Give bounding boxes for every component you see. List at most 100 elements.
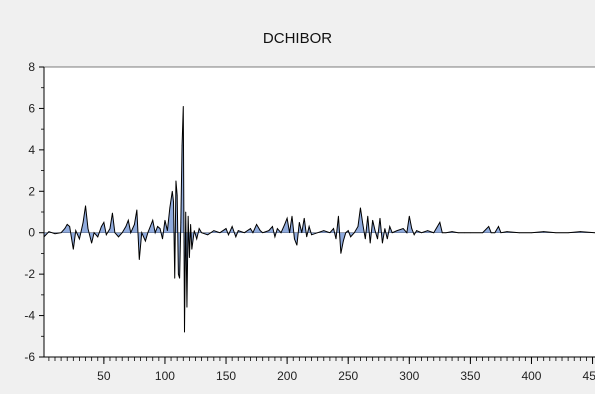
- data-point: [134, 224, 135, 225]
- x-tick-label: 150: [216, 369, 236, 383]
- data-point: [141, 232, 143, 234]
- y-tick-label: 4: [28, 143, 35, 157]
- data-point: [379, 217, 381, 219]
- data-point: [152, 219, 154, 221]
- data-point: [162, 238, 163, 240]
- data-point: [166, 230, 168, 232]
- data-point: [130, 232, 132, 234]
- data-point: [340, 253, 342, 254]
- data-point: [85, 205, 86, 207]
- data-point: [193, 230, 195, 232]
- data-point: [579, 231, 581, 233]
- data-point: [531, 232, 532, 234]
- data-point: [101, 226, 102, 227]
- data-point: [171, 190, 173, 192]
- data-point: [421, 232, 422, 234]
- data-point: [555, 232, 557, 234]
- data-point: [386, 238, 388, 240]
- data-point: [127, 219, 129, 221]
- data-point: [154, 232, 156, 234]
- data-point: [259, 230, 261, 232]
- data-point: [367, 215, 369, 217]
- data-point: [274, 236, 276, 238]
- y-tick-label: -6: [24, 350, 35, 364]
- data-point: [198, 228, 200, 229]
- data-point: [311, 234, 312, 236]
- data-point: [118, 236, 119, 238]
- data-point: [235, 236, 237, 238]
- y-tick-label: -4: [24, 309, 35, 323]
- data-point: [157, 226, 159, 227]
- data-point: [308, 226, 310, 227]
- x-tick-label: 350: [460, 369, 480, 383]
- data-point: [237, 230, 239, 232]
- data-point: [174, 277, 176, 279]
- x-tick-label: 200: [277, 369, 297, 383]
- data-point: [180, 221, 182, 223]
- data-point: [494, 232, 496, 234]
- data-point: [72, 248, 74, 250]
- data-point: [243, 232, 245, 234]
- data-point: [374, 230, 376, 232]
- data-point: [75, 230, 77, 232]
- data-point: [306, 236, 308, 238]
- data-point: [567, 232, 569, 234]
- data-point: [201, 232, 203, 234]
- x-tick-label: 50: [97, 369, 111, 383]
- data-point: [48, 231, 50, 233]
- data-point: [369, 242, 371, 244]
- data-point: [457, 232, 459, 234]
- data-point: [93, 232, 95, 234]
- data-point: [176, 195, 178, 196]
- data-point: [66, 224, 68, 225]
- data-point: [364, 238, 366, 240]
- data-point: [345, 232, 347, 234]
- chart-title: DCHIBOR: [262, 30, 333, 47]
- data-point: [179, 277, 181, 279]
- data-point: [445, 232, 447, 234]
- data-point: [145, 240, 146, 242]
- data-point: [335, 238, 337, 240]
- data-point: [196, 238, 198, 240]
- data-point: [182, 105, 184, 107]
- data-point: [164, 219, 166, 221]
- data-point: [147, 232, 149, 234]
- data-point: [372, 219, 374, 221]
- data-point: [433, 232, 435, 234]
- data-point: [463, 232, 465, 234]
- data-point: [185, 211, 187, 213]
- data-point: [262, 232, 264, 234]
- data-point: [177, 273, 179, 275]
- data-point: [268, 230, 270, 232]
- data-point: [441, 232, 443, 234]
- y-tick-label: 6: [28, 101, 35, 115]
- data-point: [518, 232, 520, 234]
- data-point: [97, 236, 99, 238]
- data-point: [184, 331, 185, 333]
- data-point: [469, 232, 471, 234]
- data-point: [69, 226, 71, 227]
- data-point: [175, 180, 177, 182]
- data-point: [286, 217, 288, 219]
- y-tick-label: 2: [28, 184, 35, 198]
- data-point: [207, 234, 209, 236]
- data-point: [342, 240, 344, 242]
- data-point: [303, 217, 305, 219]
- data-point: [396, 230, 398, 232]
- data-point: [54, 233, 56, 235]
- data-point: [317, 232, 319, 234]
- data-point: [114, 232, 116, 234]
- data-point: [490, 232, 492, 234]
- data-point: [301, 232, 303, 234]
- data-point: [250, 228, 251, 229]
- data-point: [347, 230, 349, 232]
- data-point: [231, 226, 233, 227]
- data-point: [79, 238, 80, 240]
- data-point: [439, 221, 441, 223]
- data-point: [408, 215, 410, 217]
- y-tick-label: -2: [24, 267, 35, 281]
- data-point: [187, 215, 189, 217]
- data-point: [482, 232, 484, 234]
